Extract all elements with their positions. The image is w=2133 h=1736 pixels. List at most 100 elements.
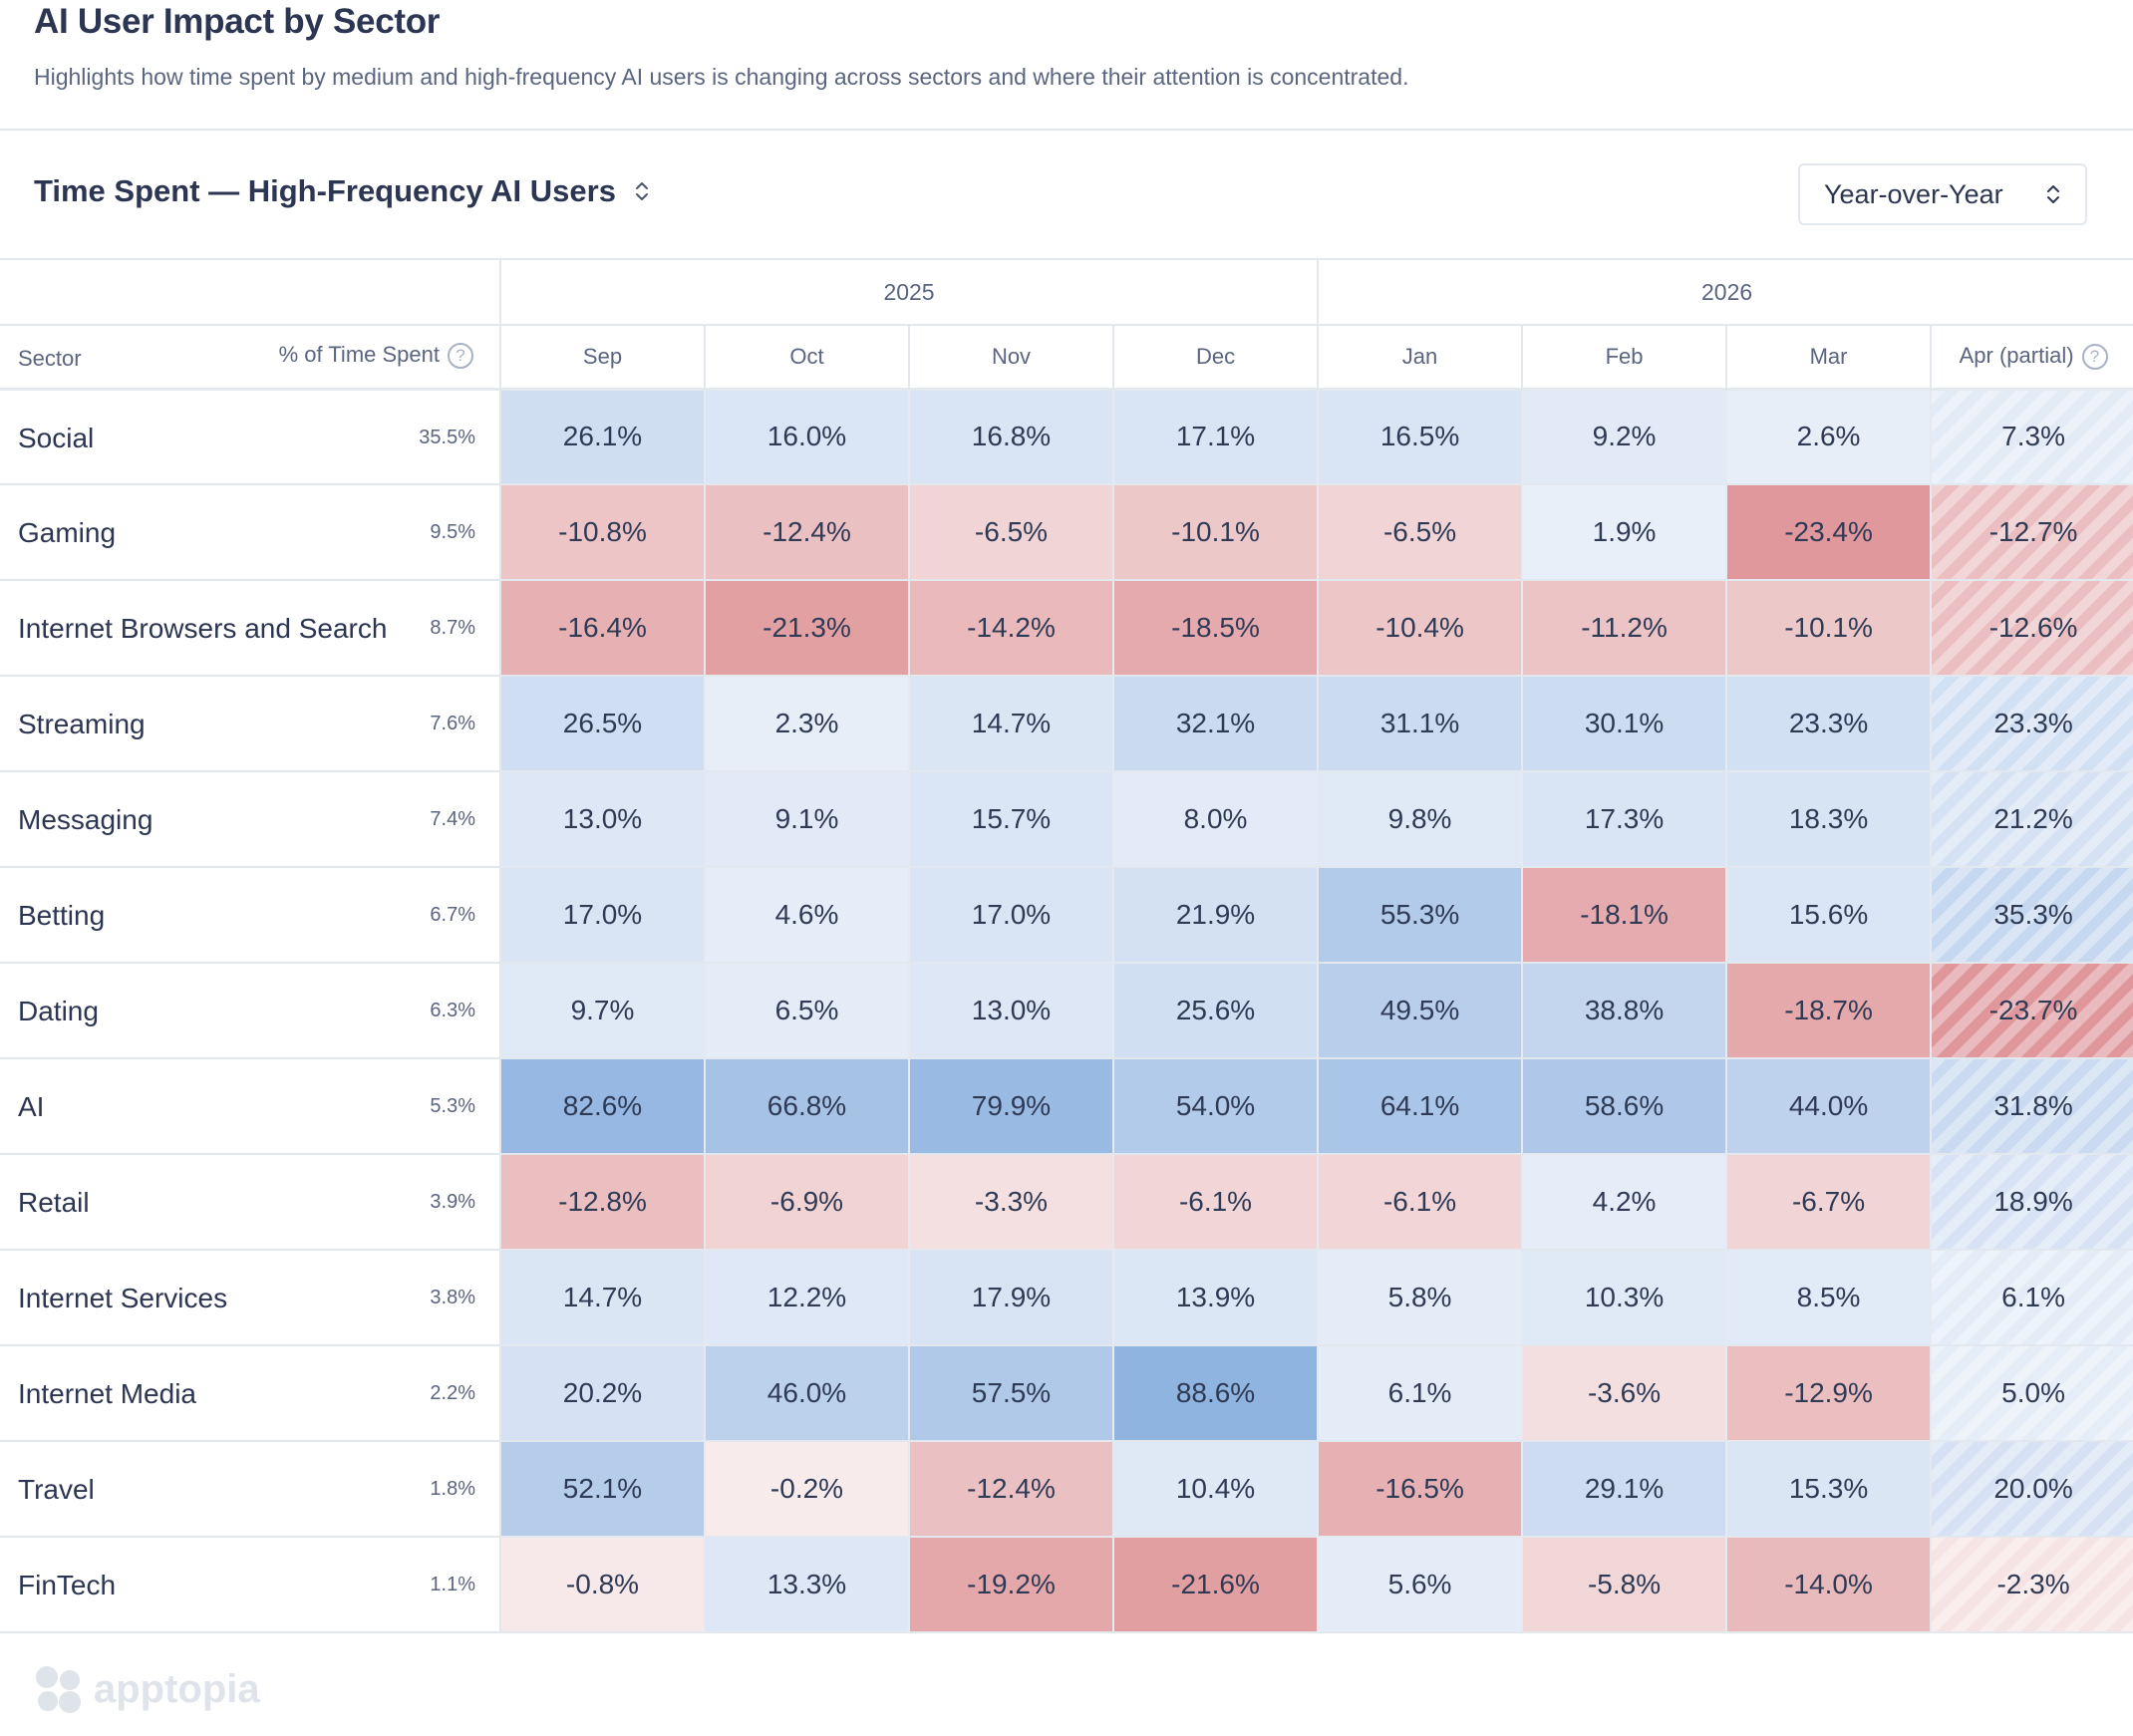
heatmap-cell: -18.5%	[1111, 580, 1319, 677]
table-row: Messaging 7.4% 13.0% 9.1% 15.7% 8.0% 9.8% 17.3%…	[0, 771, 2133, 868]
sector-share: 3.9%	[430, 1191, 475, 1213]
heatmap-cell: 82.6%	[499, 1058, 705, 1155]
heatmap-cell: 13.0%	[499, 771, 705, 868]
heatmap-cell: 30.1%	[1521, 676, 1727, 772]
heatmap-cell: -10.8%	[499, 484, 705, 581]
sector-cell: Dating 6.3%	[0, 963, 501, 1059]
heatmap-cell: 13.3%	[704, 1537, 909, 1633]
heatmap-cell: 44.0%	[1725, 1058, 1932, 1155]
sector-column-header: Sector	[18, 346, 82, 371]
heatmap-cell: -10.4%	[1317, 580, 1523, 677]
year-header-row: 2025 2026	[0, 258, 2133, 326]
heatmap-cell: -18.7%	[1725, 963, 1932, 1059]
heatmap-cell: 16.0%	[704, 389, 909, 485]
sector-cell: Internet Browsers and Search 8.7%	[0, 580, 501, 677]
heatmap-cell-partial: 6.1%	[1930, 1250, 2133, 1346]
column-header-label: Mar	[1809, 343, 1848, 369]
heatmap-cell: -18.1%	[1521, 867, 1727, 964]
heatmap-table: 2025 2026 Sector % of Time Spent? Sep Oct N…	[0, 258, 2133, 1633]
heatmap-cell: 2.3%	[704, 676, 909, 772]
metric-selector[interactable]: Time Spent — High-Frequency AI Users	[34, 173, 650, 209]
heatmap-cell: 15.7%	[908, 771, 1113, 868]
sector-cell: Messaging 7.4%	[0, 771, 501, 868]
heatmap-cell: -6.5%	[1317, 484, 1523, 581]
heatmap-cell: 16.5%	[1317, 389, 1523, 485]
heatmap-cell: 18.3%	[1725, 771, 1932, 868]
sector-cell: Social 35.5%	[0, 389, 501, 485]
help-icon[interactable]: ?	[448, 343, 473, 370]
divider	[0, 129, 2133, 131]
sector-share: 3.8%	[430, 1287, 475, 1308]
heatmap-cell-partial: 31.8%	[1930, 1058, 2133, 1155]
heatmap-cell: -12.9%	[1725, 1345, 1932, 1442]
sector-share: 35.5%	[419, 426, 475, 448]
heatmap-cell: -3.6%	[1521, 1345, 1727, 1442]
heatmap-cell: 9.2%	[1521, 389, 1727, 485]
heatmap-cell: 17.9%	[908, 1250, 1113, 1346]
sector-share: 2.2%	[430, 1382, 475, 1404]
heatmap-cell: 25.6%	[1111, 963, 1319, 1059]
heatmap-cell-partial: 20.0%	[1930, 1441, 2133, 1538]
heatmap-cell: -6.9%	[704, 1154, 909, 1251]
comparison-select-value: Year-over-Year	[1824, 178, 2003, 209]
month-header-row: Sector % of Time Spent? Sep Oct Nov Dec Jan F…	[0, 325, 2133, 391]
heatmap-cell-partial: 18.9%	[1930, 1154, 2133, 1251]
year-header-2026: 2026	[1317, 258, 2133, 326]
sector-cell: Travel 1.8%	[0, 1441, 501, 1538]
table-row: AI 5.3% 82.6% 66.8% 79.9% 54.0% 64.1% 58.6% 44.0…	[0, 1058, 2133, 1155]
heatmap-cell: 17.1%	[1111, 389, 1319, 485]
heatmap-cell: 23.3%	[1725, 676, 1932, 772]
column-header: Jan	[1317, 325, 1523, 391]
sector-cell: FinTech 1.1%	[0, 1537, 501, 1633]
heatmap-cell: 17.3%	[1521, 771, 1727, 868]
heatmap-cell: 17.0%	[499, 867, 705, 964]
column-header-label: Oct	[789, 343, 824, 369]
heatmap-cell: 4.6%	[704, 867, 909, 964]
heatmap-cell: -6.1%	[1317, 1154, 1523, 1251]
sector-name: Messaging	[18, 804, 153, 835]
sector-name: Gaming	[18, 517, 117, 548]
heatmap-cell: 2.6%	[1725, 389, 1932, 485]
column-header: Mar	[1725, 325, 1932, 391]
heatmap-cell: 5.6%	[1317, 1537, 1523, 1633]
heatmap-cell: 38.8%	[1521, 963, 1727, 1059]
comparison-select[interactable]: Year-over-Year	[1798, 163, 2087, 225]
heatmap-cell: 49.5%	[1317, 963, 1523, 1059]
sector-share: 7.4%	[430, 808, 475, 830]
column-header-label: Sep	[582, 343, 623, 369]
heatmap-cell-partial: 7.3%	[1930, 389, 2133, 485]
heatmap-cell: 10.3%	[1521, 1250, 1727, 1346]
heatmap-cell: 52.1%	[499, 1441, 705, 1538]
heatmap-cell: -10.1%	[1725, 580, 1932, 677]
heatmap-cell: 1.9%	[1521, 484, 1727, 581]
logo-text: apptopia	[94, 1666, 260, 1711]
heatmap-cell: -14.0%	[1725, 1537, 1932, 1633]
heatmap-cell: -11.2%	[1521, 580, 1727, 677]
heatmap-cell: -19.2%	[908, 1537, 1113, 1633]
table-row: Internet Media 2.2% 20.2% 46.0% 57.5% 88.6% 6.…	[0, 1345, 2133, 1442]
chevron-up-down-icon	[634, 180, 650, 202]
heatmap-cell: 10.4%	[1111, 1441, 1319, 1538]
heatmap-cell: 14.7%	[908, 676, 1113, 772]
sector-name: Internet Browsers and Search	[18, 613, 388, 644]
heatmap-cell: -12.4%	[908, 1441, 1113, 1538]
heatmap-cell-partial: -12.6%	[1930, 580, 2133, 677]
heatmap-cell-partial: 21.2%	[1930, 771, 2133, 868]
heatmap-cell: -0.8%	[499, 1537, 705, 1633]
heatmap-cell: -10.1%	[1111, 484, 1319, 581]
sector-name: Streaming	[18, 709, 146, 739]
sector-cell: Betting 6.7%	[0, 867, 501, 964]
sector-cell: Internet Services 3.8%	[0, 1250, 501, 1346]
heatmap-cell: 15.3%	[1725, 1441, 1932, 1538]
heatmap-cell: 13.9%	[1111, 1250, 1319, 1346]
heatmap-cell: -0.2%	[704, 1441, 909, 1538]
heatmap-cell-partial: -12.7%	[1930, 484, 2133, 581]
heatmap-cell: 6.5%	[704, 963, 909, 1059]
sector-cell: Internet Media 2.2%	[0, 1345, 501, 1442]
heatmap-cell: -3.3%	[908, 1154, 1113, 1251]
heatmap-cell-partial: -2.3%	[1930, 1537, 2133, 1633]
apptopia-logo: apptopia	[34, 1664, 260, 1714]
heatmap-cell: -12.8%	[499, 1154, 705, 1251]
help-icon[interactable]: ?	[2081, 344, 2108, 371]
sector-header-cell: Sector % of Time Spent?	[0, 325, 500, 391]
